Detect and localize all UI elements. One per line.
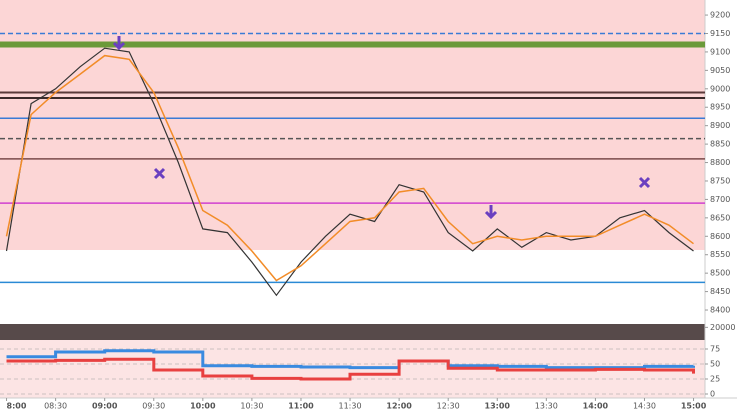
y-tick-label: 8850: [710, 140, 730, 149]
series-line: [6, 349, 695, 370]
markers: [112, 36, 651, 220]
x-tick-label: 15:00: [681, 402, 707, 411]
x-tick-label: 13:00: [485, 402, 511, 411]
y-tick-label: 8800: [710, 158, 730, 167]
arrow-marker: [484, 205, 498, 220]
y-tick-label: 8900: [710, 121, 730, 130]
y-tick-label: 9100: [710, 47, 730, 56]
y-tick-label: 50: [710, 360, 720, 369]
y-tick-label: 8550: [710, 250, 730, 259]
y-tick-label: 8600: [710, 232, 730, 241]
y-tick-label: 9050: [710, 66, 730, 75]
arrow-marker: [112, 36, 126, 51]
series-line: [5, 47, 694, 297]
y-tick-label: 8500: [710, 269, 730, 278]
y-tick-label: 25: [710, 375, 720, 384]
x-tick-label: 11:30: [339, 402, 362, 411]
series-line: [6, 357, 695, 381]
x-tick-label: 10:00: [190, 402, 216, 411]
x-tick-label: 10:30: [240, 402, 263, 411]
zone-background: [0, 0, 705, 250]
x-tick-label: 09:00: [92, 402, 118, 411]
y-tick-label: 9150: [710, 29, 730, 38]
cross-marker: [638, 176, 651, 189]
x-tick-label: 09:30: [142, 402, 165, 411]
x-tick-label: 08:30: [44, 402, 67, 411]
y-tick-label: 9200: [710, 11, 730, 20]
y-tick-label: 75: [710, 345, 720, 354]
x-tick-label: 12:30: [437, 402, 460, 411]
x-tick-label: 14:00: [583, 402, 609, 411]
y-tick-label: 20000: [710, 323, 735, 332]
cross-marker: [153, 167, 166, 180]
series-line: [5, 54, 694, 282]
y-tick-label: 8400: [710, 306, 730, 315]
y-tick-label: 8650: [710, 213, 730, 222]
y-tick-label: 8450: [710, 287, 730, 296]
y-tick-label: 0: [710, 390, 715, 399]
y-tick-label: 8750: [710, 176, 730, 185]
volume-band: [0, 324, 705, 340]
y-tick-label: 8700: [710, 195, 730, 204]
x-tick-label: 8:00: [7, 402, 27, 411]
x-tick-label: 12:00: [386, 402, 412, 411]
x-tick-label: 14:30: [633, 402, 656, 411]
x-tick-label: 11:00: [288, 402, 314, 411]
y-tick-label: 8950: [710, 103, 730, 112]
x-tick-label: 13:30: [535, 402, 558, 411]
y-tick-label: 9000: [710, 84, 730, 93]
